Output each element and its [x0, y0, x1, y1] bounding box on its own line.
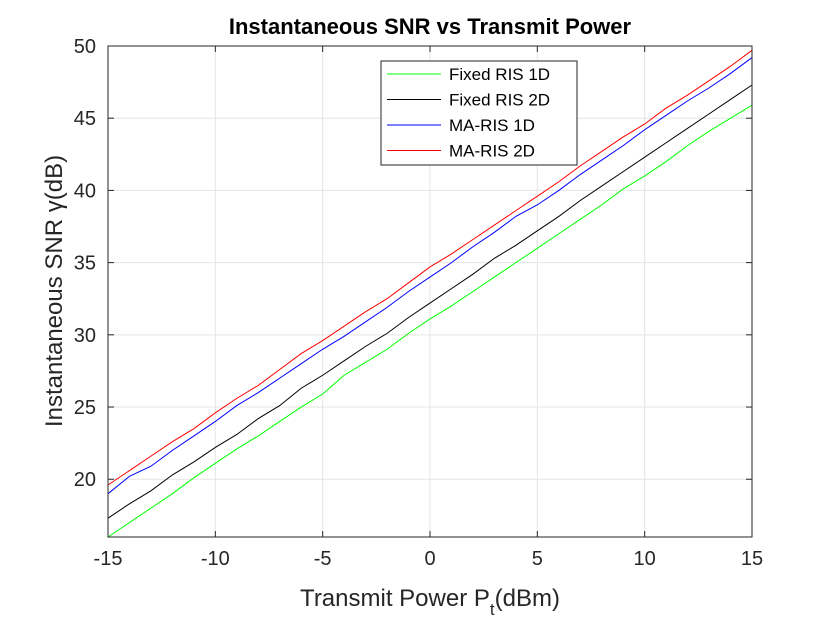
x-tick-label: 10 [634, 548, 656, 570]
y-tick-label: 25 [74, 397, 96, 419]
x-axis-label: Transmit Power Pt(dBm) [300, 585, 560, 619]
series-line-ma-ris-1d [107, 57, 753, 495]
legend-label: Fixed RIS 1D [449, 65, 550, 84]
y-tick-label: 50 [74, 36, 96, 58]
chart-title: Instantaneous SNR vs Transmit Power [229, 14, 632, 39]
legend-label: MA-RIS 1D [449, 116, 535, 135]
legend-box [380, 60, 578, 166]
x-tick-label: -5 [314, 548, 332, 570]
legend: Fixed RIS 1D Fixed RIS 2D MA-RIS 1D MA-RIS … [380, 60, 578, 166]
tick-labels: -15 -10 -5 0 5 10 15 20 25 30 35 40 45 50 [74, 36, 763, 570]
legend-label: Fixed RIS 2D [449, 91, 550, 110]
y-tick-label: 30 [74, 325, 96, 347]
y-tick-label: 35 [74, 253, 96, 275]
x-tick-label: -15 [94, 548, 123, 570]
y-tick-label: 20 [74, 469, 96, 491]
series-line-fixed-ris-1d [107, 104, 753, 538]
y-tick-label: 45 [74, 108, 96, 130]
x-tick-label: -10 [201, 548, 230, 570]
series-line-fixed-ris-2d [107, 84, 753, 519]
x-tick-label: 15 [741, 548, 763, 570]
legend-label: MA-RIS 2D [449, 142, 535, 161]
y-axis-label: Instantaneous SNR γ(dB) [41, 155, 68, 427]
x-tick-label: 5 [532, 548, 543, 570]
series-lines [107, 49, 753, 538]
y-tick-label: 40 [74, 180, 96, 202]
series-line-ma-ris-2d [107, 49, 753, 486]
x-tick-label: 0 [424, 548, 435, 570]
